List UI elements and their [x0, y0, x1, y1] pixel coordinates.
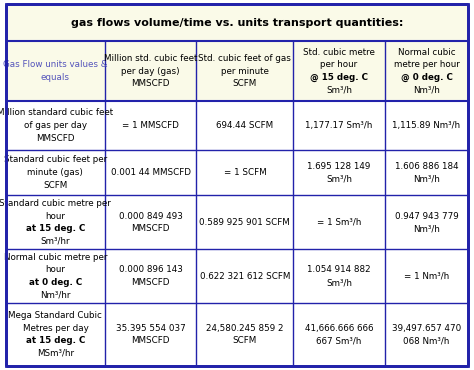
Text: MSm³/hr: MSm³/hr	[37, 349, 74, 358]
Text: 068 Nm³/h: 068 Nm³/h	[403, 336, 450, 345]
Text: Gas Flow units values &: Gas Flow units values &	[3, 60, 108, 69]
Text: per day (gas): per day (gas)	[121, 67, 180, 75]
Text: MMSCFD: MMSCFD	[131, 79, 170, 88]
Text: SCFM: SCFM	[233, 336, 257, 345]
Text: MMSCFD: MMSCFD	[131, 224, 170, 233]
Text: 0.589 925 901 SCFM: 0.589 925 901 SCFM	[200, 218, 290, 227]
Text: at 0 deg. C: at 0 deg. C	[29, 278, 82, 287]
Text: 1,115.89 Nm³/h: 1,115.89 Nm³/h	[392, 121, 461, 130]
Text: Nm³/h: Nm³/h	[413, 174, 440, 184]
Bar	[6, 4, 468, 41]
Text: Mega Standard Cubic: Mega Standard Cubic	[9, 311, 102, 320]
Text: Nm³/hr: Nm³/hr	[40, 291, 71, 300]
Bar	[6, 303, 468, 366]
Text: Million standard cubic feet: Million standard cubic feet	[0, 108, 113, 117]
Text: hour: hour	[46, 265, 65, 275]
Text: Million std. cubic feet: Million std. cubic feet	[104, 54, 197, 63]
Text: metre per hour: metre per hour	[393, 60, 459, 69]
Text: 1.606 886 184: 1.606 886 184	[395, 162, 458, 171]
Text: @ 0 deg. C: @ 0 deg. C	[401, 73, 452, 82]
Text: Normal cubic: Normal cubic	[398, 47, 455, 57]
Text: = 1 MMSCFD: = 1 MMSCFD	[122, 121, 179, 130]
Text: equals: equals	[41, 73, 70, 82]
Text: at 15 deg. C: at 15 deg. C	[26, 224, 85, 233]
Text: Metres per day: Metres per day	[23, 324, 88, 333]
Text: Sm³/h: Sm³/h	[326, 278, 352, 287]
Text: Nm³/h: Nm³/h	[413, 85, 440, 95]
Text: = 1 Sm³/h: = 1 Sm³/h	[317, 218, 361, 227]
Text: 0.000 896 143: 0.000 896 143	[119, 265, 182, 275]
Text: SCFM: SCFM	[43, 181, 68, 190]
Text: Sm³/hr: Sm³/hr	[41, 237, 70, 246]
Text: MMSCFD: MMSCFD	[131, 336, 170, 345]
Text: 1.695 128 149: 1.695 128 149	[307, 162, 371, 171]
Text: per minute: per minute	[221, 67, 269, 75]
Text: 1,177.17 Sm³/h: 1,177.17 Sm³/h	[305, 121, 373, 130]
Text: 667 Sm³/h: 667 Sm³/h	[316, 336, 362, 345]
Bar	[6, 101, 468, 150]
Text: SCFM: SCFM	[233, 79, 257, 88]
Text: hour: hour	[46, 212, 65, 221]
Text: Sm³/h: Sm³/h	[326, 85, 352, 95]
Text: Standard cubic feet per: Standard cubic feet per	[4, 155, 107, 164]
Text: MMSCFD: MMSCFD	[36, 134, 75, 142]
Text: Sm³/h: Sm³/h	[326, 174, 352, 184]
Text: 41,666.666 666: 41,666.666 666	[305, 324, 373, 333]
Text: of gas per day: of gas per day	[24, 121, 87, 130]
Text: 35.395 554 037: 35.395 554 037	[116, 324, 186, 333]
Text: Normal cubic metre per: Normal cubic metre per	[4, 253, 107, 262]
Text: @ 15 deg. C: @ 15 deg. C	[310, 73, 368, 82]
Text: 24,580.245 859 2: 24,580.245 859 2	[206, 324, 283, 333]
Text: at 15 deg. C: at 15 deg. C	[26, 336, 85, 345]
Text: = 1 SCFM: = 1 SCFM	[224, 168, 266, 177]
Bar	[6, 195, 468, 249]
Text: gas flows volume/time vs. units transport quantities:: gas flows volume/time vs. units transpor…	[71, 18, 403, 28]
Bar	[6, 41, 468, 101]
Text: Std. cubic feet of gas: Std. cubic feet of gas	[199, 54, 292, 63]
Text: per hour: per hour	[320, 60, 358, 69]
Bar	[6, 150, 468, 195]
Text: 39,497.657 470: 39,497.657 470	[392, 324, 461, 333]
Text: Standard cubic metre per: Standard cubic metre per	[0, 199, 111, 208]
Text: minute (gas): minute (gas)	[27, 168, 83, 177]
Text: Nm³/h: Nm³/h	[413, 224, 440, 233]
Text: 0.622 321 612 SCFM: 0.622 321 612 SCFM	[200, 272, 290, 281]
Text: = 1 Nm³/h: = 1 Nm³/h	[404, 272, 449, 281]
Text: MMSCFD: MMSCFD	[131, 278, 170, 287]
Text: 1.054 914 882: 1.054 914 882	[307, 265, 371, 275]
Text: Std. cubic metre: Std. cubic metre	[303, 47, 375, 57]
Text: 694.44 SCFM: 694.44 SCFM	[216, 121, 273, 130]
Text: 0.000 849 493: 0.000 849 493	[119, 212, 182, 221]
Bar	[6, 249, 468, 303]
Text: 0.947 943 779: 0.947 943 779	[394, 212, 458, 221]
Text: 0.001 44 MMSCFD: 0.001 44 MMSCFD	[111, 168, 191, 177]
